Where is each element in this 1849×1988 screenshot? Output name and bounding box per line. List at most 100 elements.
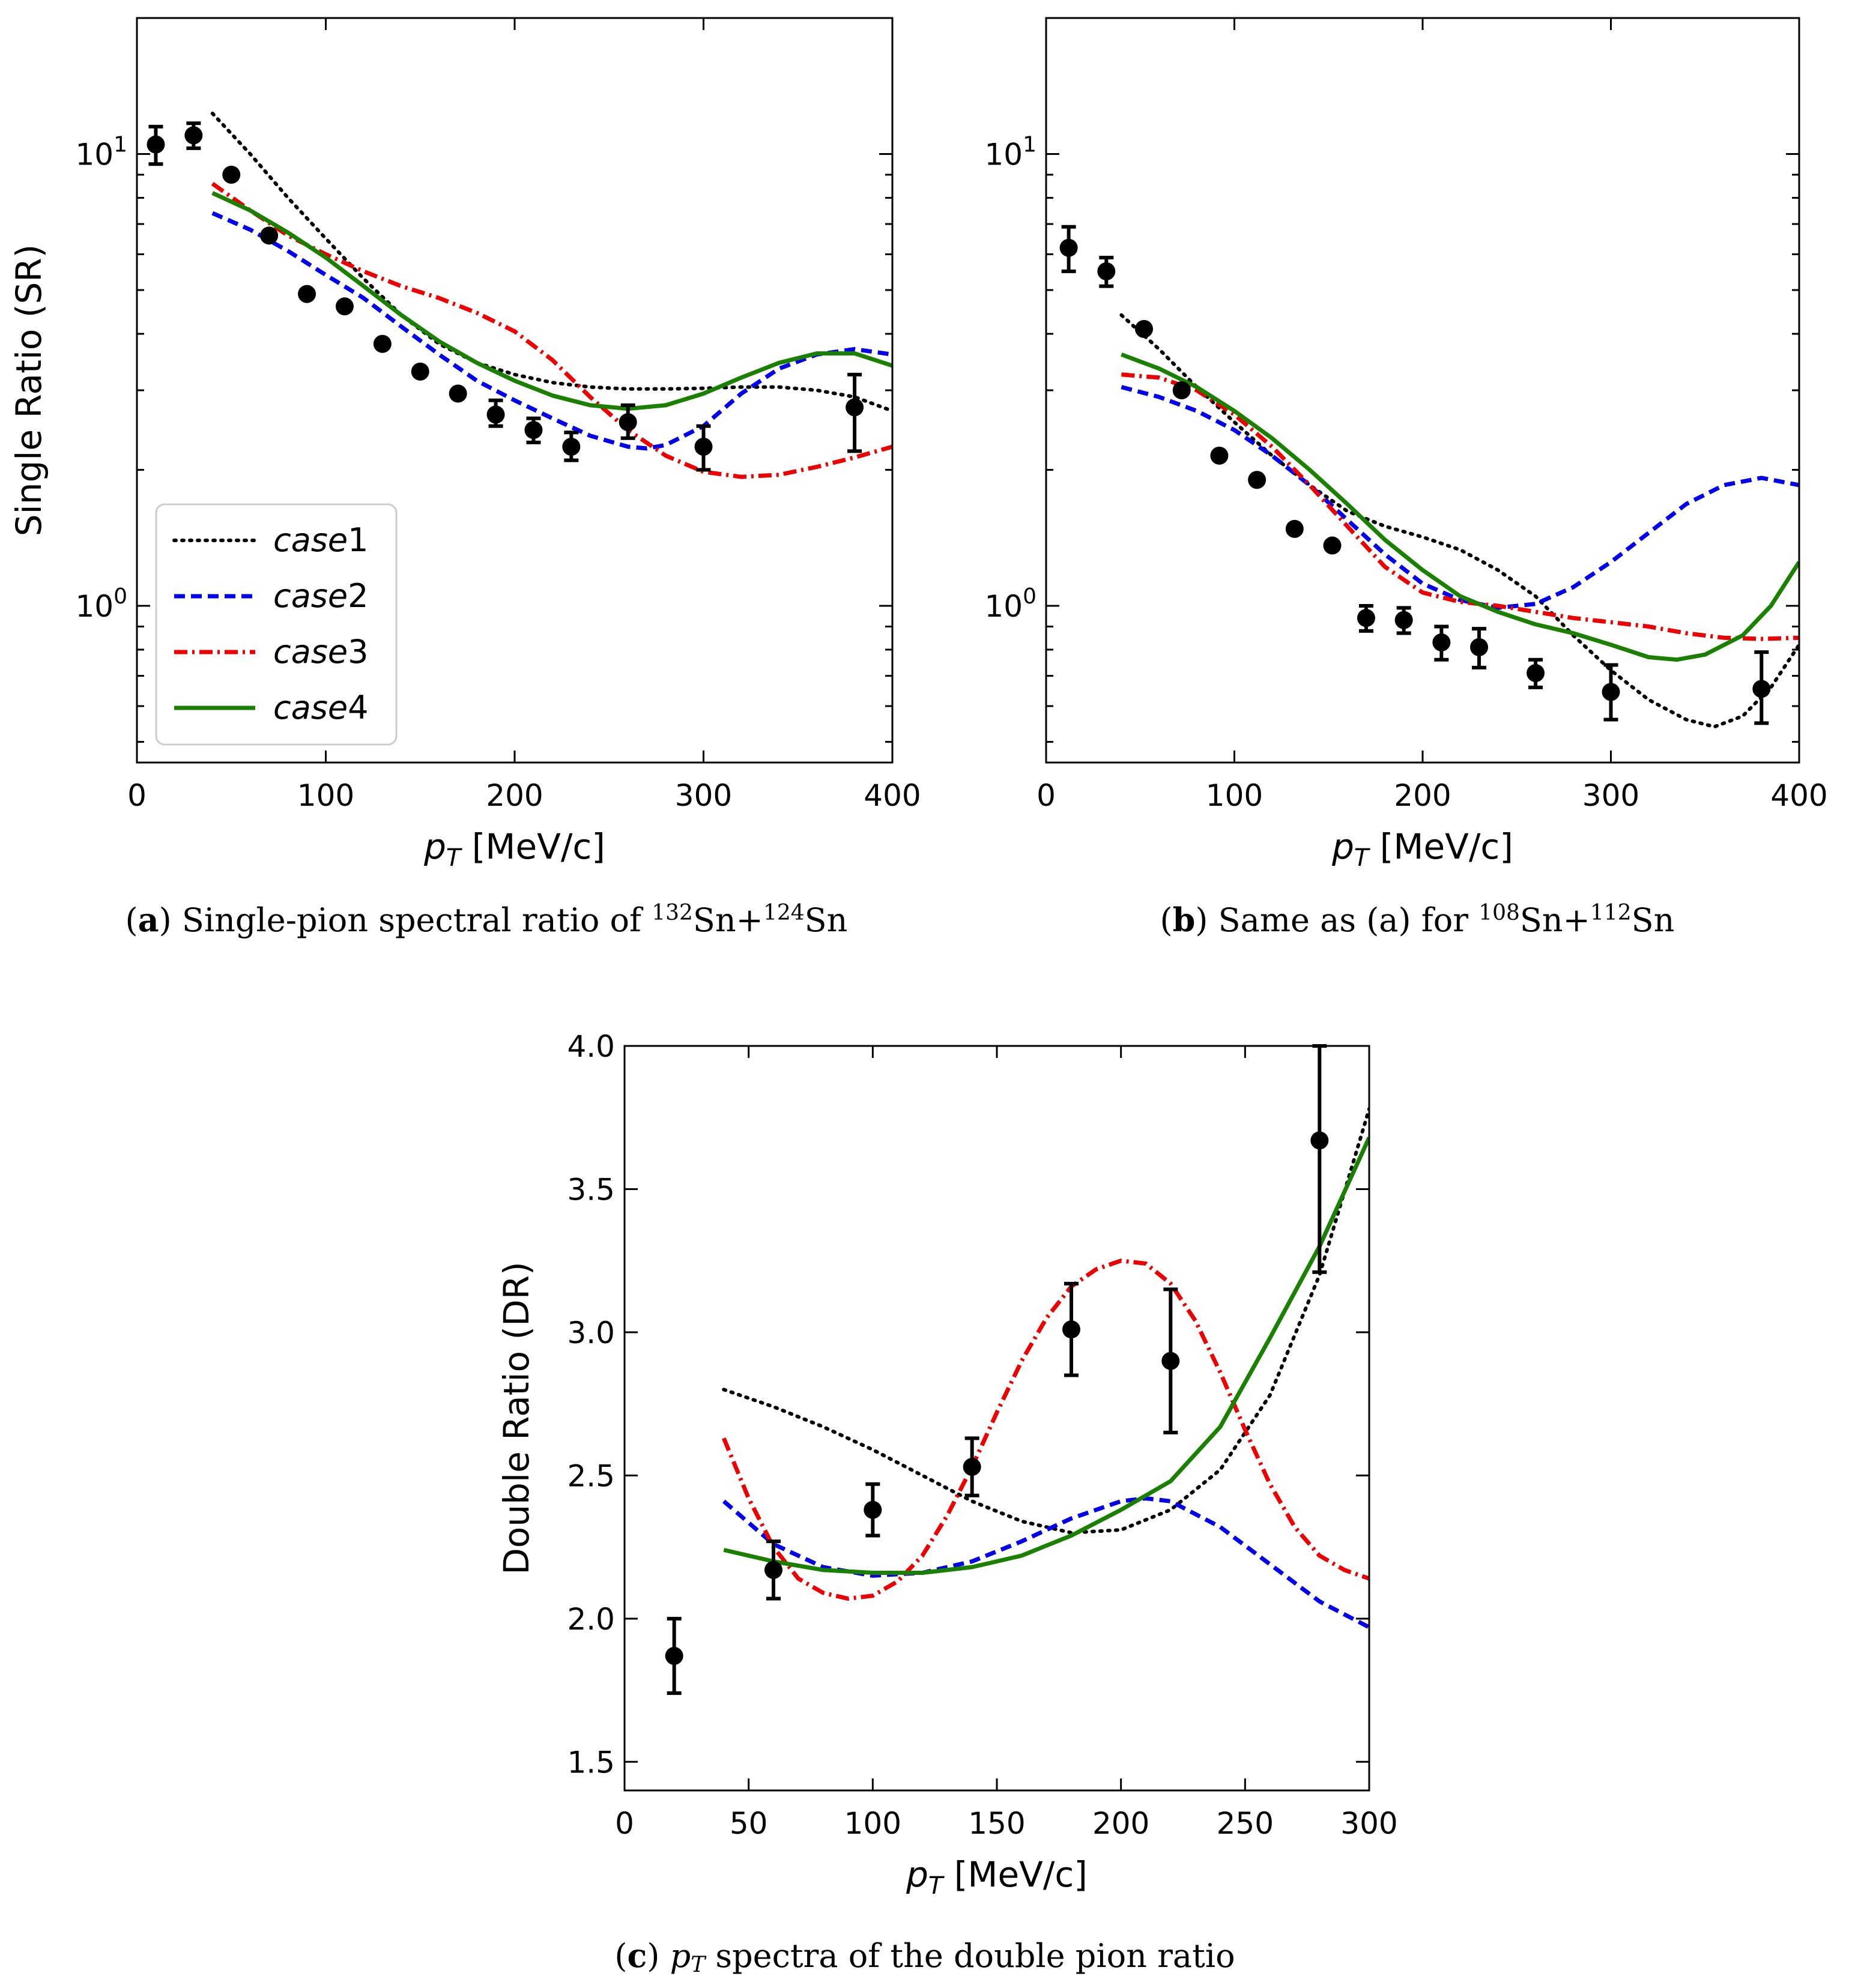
data-point bbox=[1310, 1131, 1329, 1150]
caption-c-pre: p bbox=[670, 1937, 691, 1975]
x-tick-label: 400 bbox=[864, 778, 921, 813]
data-point bbox=[1285, 519, 1304, 538]
series-line-3 bbox=[722, 1258, 1369, 1601]
data-point bbox=[222, 165, 241, 184]
series-line-2 bbox=[722, 1496, 1369, 1630]
data-point bbox=[1602, 683, 1620, 701]
data-point bbox=[619, 413, 637, 432]
x-tick-label: 300 bbox=[1340, 1806, 1397, 1841]
y-tick-label: 100 bbox=[75, 584, 127, 624]
plot-a: 0 100 200 300 400 100 101 pT [MeV/c] Single Rati… bbox=[8, 17, 921, 872]
series-line-2 bbox=[1121, 385, 1799, 610]
data-point bbox=[1210, 446, 1229, 465]
y-tick-label: 100 bbox=[984, 584, 1036, 624]
plot-b: 0 100 200 300 400 100 101 pT [MeV/c] bbox=[984, 17, 1828, 872]
data-point bbox=[1059, 238, 1078, 257]
data-point bbox=[1752, 680, 1771, 698]
caption-a-el2: Sn bbox=[804, 901, 848, 939]
y-tick-label: 2.5 bbox=[567, 1458, 615, 1493]
x-tick-label: 0 bbox=[127, 778, 147, 813]
x-axis-label: pT [MeV/c] bbox=[1331, 826, 1513, 872]
data-point bbox=[562, 438, 581, 456]
data-point bbox=[764, 1560, 782, 1579]
series-line-1 bbox=[1119, 313, 1799, 729]
y-tick-label: 3.0 bbox=[567, 1316, 615, 1350]
data-point bbox=[1394, 611, 1413, 629]
x-tick-label: 0 bbox=[615, 1806, 634, 1841]
caption-b-iso1: 108 bbox=[1478, 901, 1520, 925]
caption-b-iso2: 112 bbox=[1590, 901, 1632, 925]
x-tick-label: 100 bbox=[297, 778, 354, 813]
x-tick-label: 150 bbox=[968, 1806, 1025, 1841]
data-point bbox=[665, 1646, 683, 1665]
caption-b: (b) Same as (a) for 108Sn+112Sn bbox=[1160, 901, 1675, 939]
series-group bbox=[722, 1107, 1369, 1630]
data-point bbox=[260, 226, 279, 245]
y-axis-label: Double Ratio (DR) bbox=[496, 1261, 537, 1575]
y-tick-label: 2.0 bbox=[567, 1602, 615, 1637]
plot-frame bbox=[1045, 17, 1800, 764]
data-point bbox=[963, 1458, 981, 1476]
x-tick-label: 100 bbox=[844, 1806, 901, 1841]
y-tick-label: 101 bbox=[984, 133, 1036, 172]
plot-frame bbox=[623, 1045, 1370, 1792]
legend-label-2: case2 bbox=[273, 577, 369, 615]
series-line-1 bbox=[722, 1107, 1369, 1535]
data-point bbox=[864, 1500, 882, 1519]
data-point bbox=[373, 334, 392, 353]
caption-a-letter: a bbox=[138, 901, 159, 939]
data-point bbox=[1527, 663, 1545, 682]
caption-b-el1: Sn+ bbox=[1519, 901, 1590, 939]
legend-box bbox=[155, 503, 398, 746]
data-point bbox=[1432, 633, 1451, 651]
data-point bbox=[1357, 609, 1375, 627]
data-point bbox=[1172, 381, 1191, 399]
data-point bbox=[1470, 638, 1489, 656]
series-line-4 bbox=[211, 191, 892, 411]
caption-a-text: Single-pion spectral ratio of bbox=[181, 901, 642, 939]
caption-b-text: Same as (a) for bbox=[1218, 901, 1469, 939]
x-tick-label: 200 bbox=[486, 778, 543, 813]
series-line-2 bbox=[211, 211, 892, 451]
x-tick-label: 200 bbox=[1394, 778, 1451, 813]
data-point bbox=[1135, 319, 1154, 338]
x-tick-label: 200 bbox=[1092, 1806, 1149, 1841]
legend-label-3: case3 bbox=[273, 633, 369, 671]
plot-c: 0 50 100 150 200 250 300 1.5 2.0 2.5 3.0 3.5 4.0 pT [… bbox=[496, 1029, 1398, 1900]
y-tick-label: 1.5 bbox=[567, 1745, 615, 1780]
data-point bbox=[524, 421, 543, 440]
caption-b-letter: b bbox=[1172, 901, 1196, 939]
x-tick-label: 300 bbox=[675, 778, 732, 813]
data-point bbox=[486, 405, 505, 424]
caption-a-iso1: 132 bbox=[652, 901, 693, 925]
data-point bbox=[147, 135, 165, 154]
legend-label-1: case1 bbox=[273, 521, 369, 559]
series-line-1 bbox=[210, 111, 892, 413]
data-point bbox=[694, 438, 713, 456]
caption-c-sub: T bbox=[691, 1953, 706, 1977]
caption-c: (c) pT spectra of the double pion ratio bbox=[614, 1936, 1235, 1977]
x-tick-label: 400 bbox=[1770, 778, 1827, 813]
series-line-3 bbox=[1121, 372, 1799, 641]
data-point bbox=[449, 384, 467, 403]
caption-a-el1: Sn+ bbox=[692, 901, 763, 939]
data-point bbox=[846, 398, 864, 417]
series-group bbox=[210, 111, 892, 479]
series-line-4 bbox=[723, 1137, 1369, 1575]
x-tick-label: 100 bbox=[1206, 778, 1263, 813]
series-line-3 bbox=[211, 181, 892, 479]
data-point bbox=[1097, 262, 1116, 280]
data-point bbox=[411, 362, 429, 381]
data-points bbox=[147, 121, 864, 472]
data-point bbox=[1161, 1352, 1180, 1370]
caption-b-el2: Sn bbox=[1631, 901, 1675, 939]
series-line-4 bbox=[1121, 352, 1799, 662]
series-group bbox=[1119, 313, 1799, 729]
caption-a: (a) Single-pion spectral ratio of 132Sn+… bbox=[125, 901, 848, 939]
data-points bbox=[1059, 225, 1771, 725]
data-point bbox=[1062, 1320, 1080, 1339]
x-axis-label: pT [MeV/c] bbox=[423, 826, 605, 872]
x-tick-label: 50 bbox=[730, 1806, 768, 1841]
caption-a-iso2: 124 bbox=[763, 901, 805, 925]
